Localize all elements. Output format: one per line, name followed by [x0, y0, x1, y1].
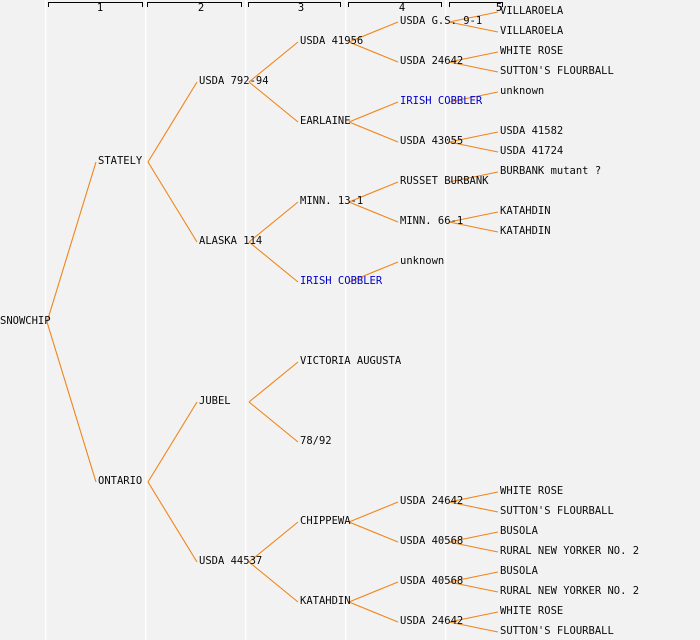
node-villaroela-2: VILLAROELA [500, 25, 564, 37]
node-stately: STATELY [98, 155, 143, 167]
pedigree-edge [248, 561, 299, 603]
node-katahdin-1: KATAHDIN [500, 205, 551, 217]
pedigree-edge [147, 81, 198, 163]
node-unknown-2: unknown [400, 255, 445, 267]
node-chippewa: CHIPPEWA [300, 515, 351, 527]
pedigree-edge [348, 501, 399, 523]
node-usda-40568-2: USDA 40568 [400, 575, 464, 587]
node-78-92: 78/92 [300, 435, 332, 447]
node-minn-13-1: MINN. 13-1 [300, 195, 364, 207]
node-irish-cobbler-1: IRISH COBBLER [300, 275, 383, 287]
node-earlaine: EARLAINE [300, 115, 351, 127]
pedigree-edge [147, 161, 198, 243]
node-russet-burbank: RUSSET BURBANK [400, 175, 489, 187]
pedigree-edge [46, 321, 97, 483]
pedigree-edge [248, 81, 299, 123]
node-rural-new-yorker-2: RURAL NEW YORKER NO. 2 [500, 585, 640, 597]
node-katahdin-parent: KATAHDIN [300, 595, 351, 607]
node-rural-new-yorker-1: RURAL NEW YORKER NO. 2 [500, 545, 640, 557]
pedigree-edge [147, 401, 198, 483]
node-usda-43055: USDA 43055 [400, 135, 464, 147]
node-busola-2: BUSOLA [500, 565, 538, 577]
ruler-generation-number: 3 [297, 2, 305, 14]
pedigree-edge [248, 241, 299, 283]
pedigree-edge [248, 361, 299, 403]
node-usda-24642-1: USDA 24642 [400, 55, 464, 67]
pedigree-edge [46, 161, 97, 323]
pedigree-edge [348, 601, 399, 623]
node-snowchip: SNOWCHIP [0, 315, 51, 327]
ruler-generation-number: 2 [197, 2, 205, 14]
ruler-generation-number: 5 [495, 2, 503, 14]
pedigree-edge [348, 521, 399, 543]
pedigree-edge [147, 481, 198, 563]
ruler-bracket [348, 2, 442, 7]
node-usda-41724: USDA 41724 [500, 145, 564, 157]
node-victoria-augusta: VICTORIA AUGUSTA [300, 355, 402, 367]
node-usda-gs-9-1: USDA G.S. 9-1 [400, 15, 483, 27]
node-usda-792-94: USDA 792-94 [199, 75, 269, 87]
node-suttons-flourball-3: SUTTON'S FLOURBALL [500, 625, 614, 637]
node-white-rose-1: WHITE ROSE [500, 45, 564, 57]
node-usda-41582: USDA 41582 [500, 125, 564, 137]
node-suttons-flourball-2: SUTTON'S FLOURBALL [500, 505, 614, 517]
node-white-rose-3: WHITE ROSE [500, 605, 564, 617]
node-suttons-flourball-1: SUTTON'S FLOURBALL [500, 65, 614, 77]
node-usda-40568-1: USDA 40568 [400, 535, 464, 547]
ruler-generation-number: 4 [398, 2, 406, 14]
node-alaska-114: ALASKA 114 [199, 235, 263, 247]
node-usda-41956: USDA 41956 [300, 35, 364, 47]
node-burbank-mutant: BURBANK mutant ? [500, 165, 602, 177]
node-usda-24642-2: USDA 24642 [400, 495, 464, 507]
pedigree-edge [348, 581, 399, 603]
node-busola-1: BUSOLA [500, 525, 538, 537]
node-unknown-1: unknown [500, 85, 545, 97]
pedigree-edge [248, 401, 299, 443]
node-irish-cobbler-2: IRISH COBBLER [400, 95, 483, 107]
node-white-rose-2: WHITE ROSE [500, 485, 564, 497]
node-usda-24642-3: USDA 24642 [400, 615, 464, 627]
pedigree-edge [348, 101, 399, 123]
node-villaroela-1: VILLAROELA [500, 5, 564, 17]
ruler-generation-number: 1 [96, 2, 104, 14]
node-minn-66-1: MINN. 66-1 [400, 215, 464, 227]
ruler-bracket [248, 2, 341, 7]
node-ontario: ONTARIO [98, 475, 143, 487]
ruler-bracket [147, 2, 242, 7]
node-katahdin-2: KATAHDIN [500, 225, 551, 237]
pedigree-edge [348, 121, 399, 143]
node-jubel: JUBEL [199, 395, 231, 407]
node-usda-44537: USDA 44537 [199, 555, 263, 567]
